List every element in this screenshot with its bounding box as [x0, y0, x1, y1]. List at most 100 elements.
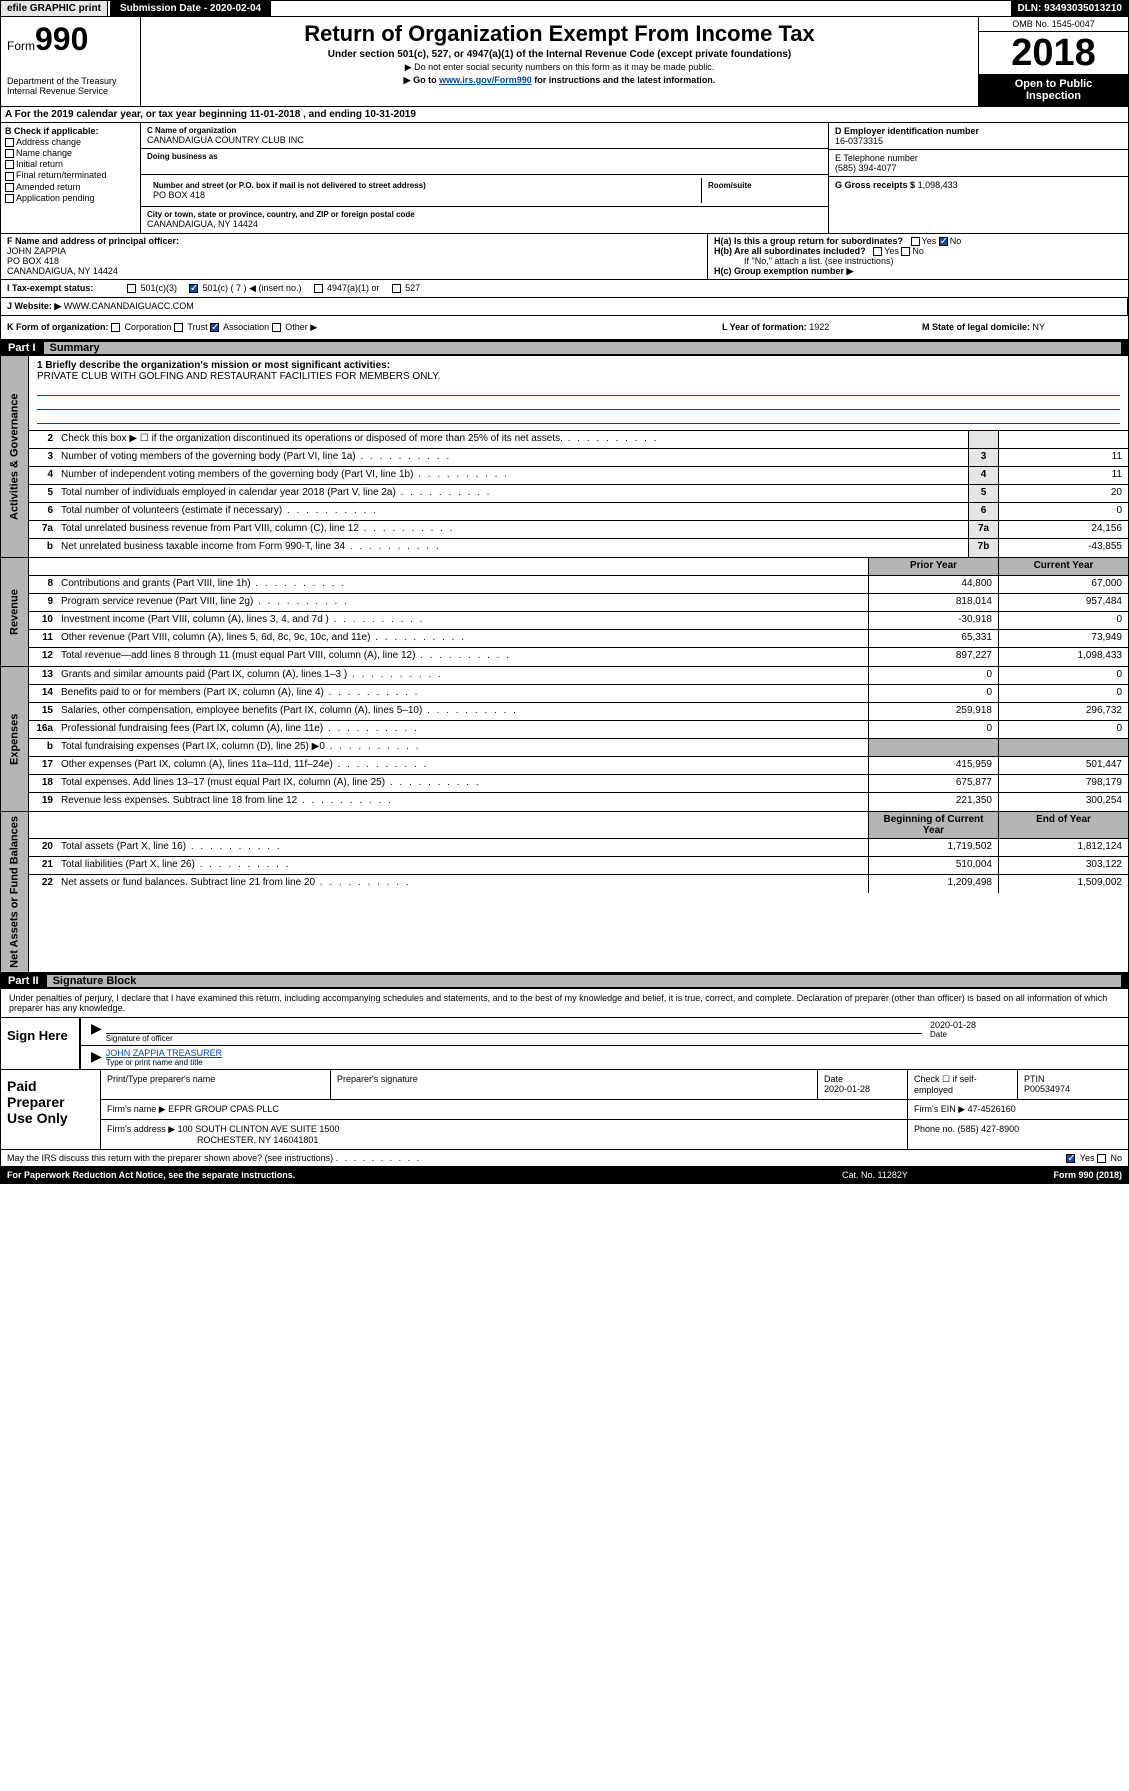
sidebar-expenses: Expenses — [1, 667, 29, 811]
firm-addr-label: Firm's address ▶ — [107, 1124, 175, 1134]
firm-phone: (585) 427-8900 — [958, 1124, 1020, 1134]
dept-treasury: Department of the Treasury Internal Reve… — [7, 76, 134, 96]
line-22: 22 Net assets or fund balances. Subtract… — [29, 875, 1128, 893]
form-subtitle: Under section 501(c), 527, or 4947(a)(1)… — [147, 49, 972, 60]
line-16a: 16a Professional fundraising fees (Part … — [29, 721, 1128, 739]
ptin-value: P00534974 — [1024, 1084, 1070, 1094]
firm-name-label: Firm's name ▶ — [107, 1104, 166, 1114]
chk-address-change[interactable] — [5, 138, 14, 147]
line-b: b Net unrelated business taxable income … — [29, 539, 1128, 557]
dba-label: Doing business as — [147, 152, 822, 161]
city-label: City or town, state or province, country… — [147, 210, 822, 219]
line-18: 18 Total expenses. Add lines 13–17 (must… — [29, 775, 1128, 793]
row-a-period: A For the 2019 calendar year, or tax yea… — [0, 107, 1129, 123]
tel-label: E Telephone number — [835, 153, 1122, 163]
firm-phone-label: Phone no. — [914, 1124, 955, 1134]
line-14: 14 Benefits paid to or for members (Part… — [29, 685, 1128, 703]
row-klm: K Form of organization: Corporation Trus… — [0, 316, 1129, 340]
discuss-row: May the IRS discuss this return with the… — [0, 1150, 1129, 1167]
ptin-hdr: PTIN — [1024, 1074, 1045, 1084]
chk-amended-return[interactable] — [5, 183, 14, 192]
chk-501c3[interactable] — [127, 284, 136, 293]
sidebar-governance: Activities & Governance — [1, 356, 29, 557]
line-15: 15 Salaries, other compensation, employe… — [29, 703, 1128, 721]
row-j-website: J Website: ▶ WWW.CANANDAIGUACC.COM — [1, 298, 1128, 315]
col-current-year: Current Year — [998, 558, 1128, 575]
ssn-note: ▶ Do not enter social security numbers o… — [147, 62, 972, 73]
line-13: 13 Grants and similar amounts paid (Part… — [29, 667, 1128, 685]
col-end-year: End of Year — [998, 812, 1128, 838]
chk-application-pending[interactable] — [5, 194, 14, 203]
tel-value: (585) 394-4077 — [835, 163, 1122, 173]
firm-ein-label: Firm's EIN ▶ — [914, 1104, 965, 1114]
chk-other[interactable] — [272, 323, 281, 332]
line-12: 12 Total revenue—add lines 8 through 11 … — [29, 648, 1128, 666]
line-17: 17 Other expenses (Part IX, column (A), … — [29, 757, 1128, 775]
submission-date-btn[interactable]: Submission Date - 2020-02-04 — [110, 1, 271, 16]
part-2-header: Part II Signature Block — [0, 973, 1129, 989]
sign-here-label: Sign Here — [1, 1018, 81, 1069]
line-5: 5 Total number of individuals employed i… — [29, 485, 1128, 503]
street-address: PO BOX 418 — [153, 190, 695, 200]
chk-hb-no[interactable] — [901, 247, 910, 256]
org-name-label: C Name of organization — [147, 126, 822, 135]
chk-corp[interactable] — [111, 323, 120, 332]
line-21: 21 Total liabilities (Part X, line 26) 5… — [29, 857, 1128, 875]
goto-link-line: ▶ Go to www.irs.gov/Form990 for instruct… — [147, 75, 972, 86]
part-1-header: Part I Summary — [0, 340, 1129, 356]
chk-trust[interactable] — [174, 323, 183, 332]
section-f-officer: F Name and address of principal officer:… — [1, 234, 708, 279]
chk-hb-yes[interactable] — [873, 247, 882, 256]
prep-selfemp: Check ☐ if self-employed — [908, 1070, 1018, 1099]
top-bar: efile GRAPHIC print Submission Date - 20… — [0, 0, 1129, 17]
line-4: 4 Number of independent voting members o… — [29, 467, 1128, 485]
chk-discuss-no[interactable] — [1097, 1154, 1106, 1163]
chk-501c[interactable] — [189, 284, 198, 293]
line-9: 9 Program service revenue (Part VIII, li… — [29, 594, 1128, 612]
cat-no: Cat. No. 11282Y — [842, 1170, 992, 1180]
line-2: 2 Check this box ▶ ☐ if the organization… — [29, 431, 1128, 449]
chk-assoc[interactable] — [210, 323, 219, 332]
chk-ha-no[interactable] — [939, 237, 948, 246]
line-6: 6 Total number of volunteers (estimate i… — [29, 503, 1128, 521]
gross-value: 1,098,433 — [918, 180, 958, 190]
addr-label: Number and street (or P.O. box if mail i… — [153, 181, 695, 190]
org-name: CANANDAIGUA COUNTRY CLUB INC — [147, 135, 822, 145]
row-i-tax-status: I Tax-exempt status: 501(c)(3) 501(c) ( … — [0, 280, 1129, 298]
form-number: Form990 — [7, 21, 134, 58]
chk-name-change[interactable] — [5, 149, 14, 158]
firm-name: EFPR GROUP CPAS PLLC — [168, 1104, 279, 1114]
form-header: Form990 Department of the Treasury Inter… — [0, 17, 1129, 107]
section-b-checkboxes: B Check if applicable: Address change Na… — [1, 123, 141, 233]
prep-name-hdr: Print/Type preparer's name — [101, 1070, 331, 1099]
city-state-zip: CANANDAIGUA, NY 14424 — [147, 219, 822, 229]
ein-value: 16-0373315 — [835, 136, 1122, 146]
firm-addr2: ROCHESTER, NY 146041801 — [107, 1135, 901, 1145]
sidebar-revenue: Revenue — [1, 558, 29, 666]
chk-initial-return[interactable] — [5, 160, 14, 169]
line-20: 20 Total assets (Part X, line 16) 1,719,… — [29, 839, 1128, 857]
section-h-group: H(a) Is this a group return for subordin… — [708, 234, 1128, 279]
chk-ha-yes[interactable] — [911, 237, 920, 246]
paid-preparer-label: Paid Preparer Use Only — [1, 1070, 101, 1149]
officer-name-link[interactable]: JOHN ZAPPIA TREASURER — [106, 1048, 222, 1058]
sig-officer-label: Signature of officer — [106, 1034, 922, 1043]
prep-date: 2020-01-28 — [824, 1084, 870, 1094]
irs-link[interactable]: www.irs.gov/Form990 — [439, 75, 532, 85]
name-title-label: Type or print name and title — [106, 1058, 1122, 1067]
firm-addr1: 100 SOUTH CLINTON AVE SUITE 1500 — [178, 1124, 340, 1134]
chk-final-return[interactable] — [5, 172, 14, 181]
chk-discuss-yes[interactable] — [1066, 1154, 1075, 1163]
sig-date-label: Date — [930, 1030, 1122, 1039]
col-prior-year: Prior Year — [868, 558, 998, 575]
ein-label: D Employer identification number — [835, 126, 1122, 136]
prep-date-hdr: Date — [824, 1074, 843, 1084]
chk-4947[interactable] — [314, 284, 323, 293]
tax-year: 2018 — [979, 32, 1128, 74]
line-10: 10 Investment income (Part VIII, column … — [29, 612, 1128, 630]
form-title: Return of Organization Exempt From Incom… — [147, 21, 972, 47]
sidebar-net-assets: Net Assets or Fund Balances — [1, 812, 29, 972]
room-label: Room/suite — [708, 181, 816, 190]
chk-527[interactable] — [392, 284, 401, 293]
line-8: 8 Contributions and grants (Part VIII, l… — [29, 576, 1128, 594]
